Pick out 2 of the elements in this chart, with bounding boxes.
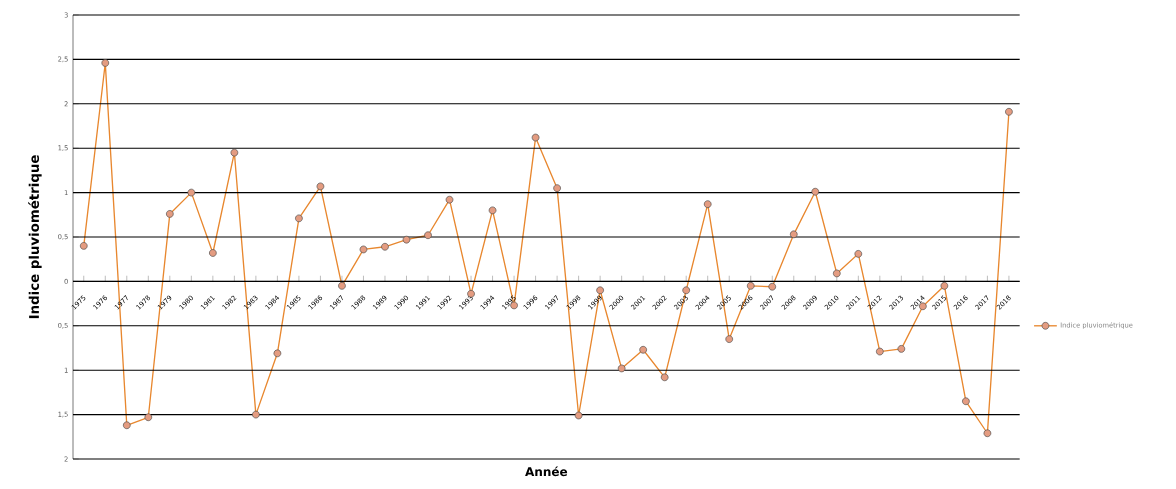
y-axis-title: Indice pluviométrique [28, 155, 42, 319]
x-axis-title: Année [525, 466, 568, 477]
